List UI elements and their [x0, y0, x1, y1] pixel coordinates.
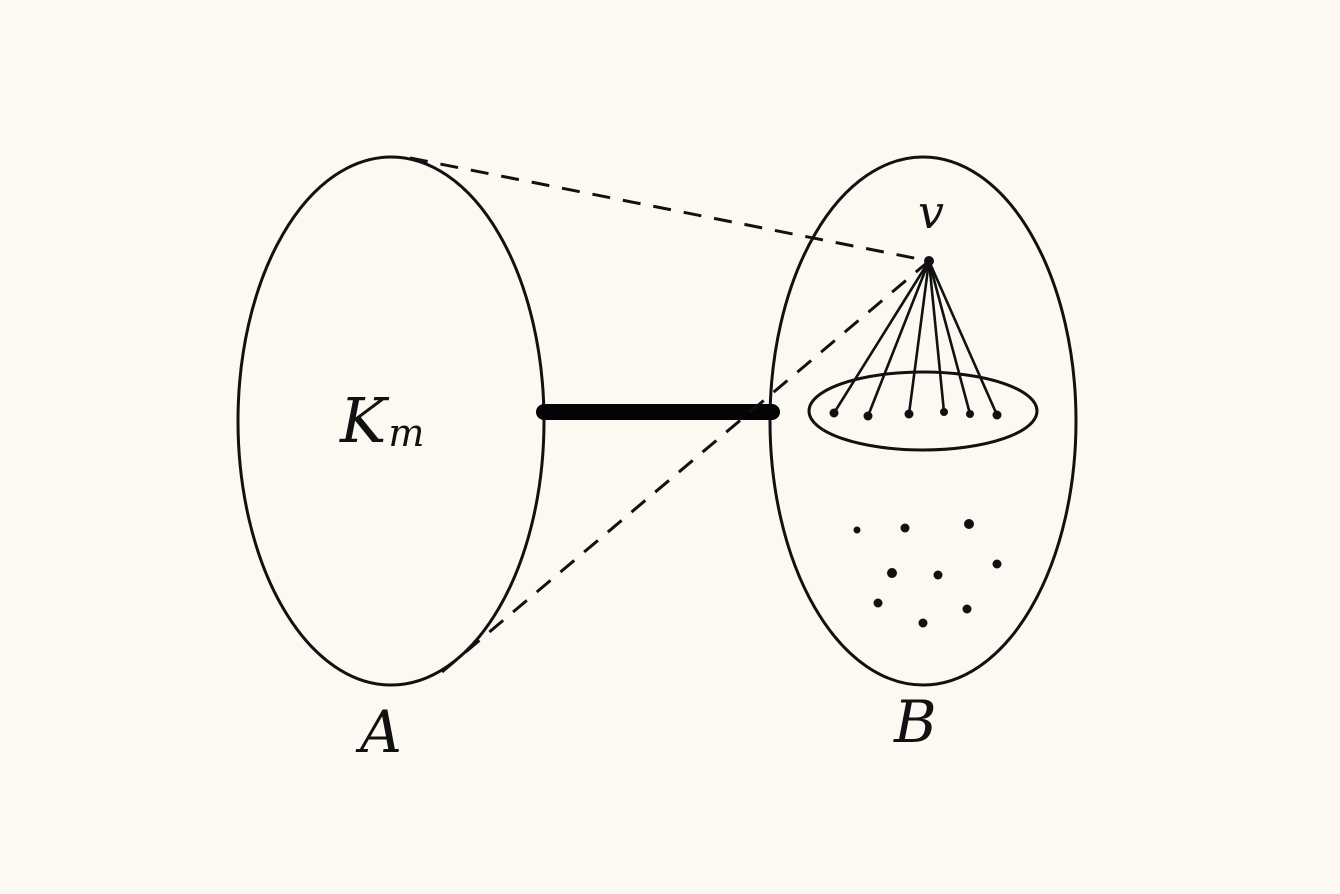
isolated-vertex [918, 618, 928, 628]
dashed-line-bottom [441, 259, 930, 674]
neighbor-edge [832, 259, 931, 415]
neighbor-vertex [829, 408, 839, 418]
isolated-vertex [964, 519, 974, 529]
isolated-vertex [992, 559, 1002, 569]
set-b-label: B [893, 688, 937, 756]
neighbor-edge [927, 259, 972, 416]
neighbor-edge [927, 259, 999, 417]
set-a-label: A [355, 698, 402, 766]
neighbor-edge [927, 259, 946, 414]
isolated-vertex [873, 598, 883, 608]
neighbor-vertex [992, 410, 1002, 420]
isolated-vertex [900, 523, 910, 533]
neighbor-vertex [904, 409, 914, 419]
complete-graph-subscript: m [388, 411, 424, 455]
isolated-vertex [962, 604, 972, 614]
neighbor-edge [907, 259, 931, 416]
neighbor-vertex [966, 410, 974, 418]
vertex-v-label: v [918, 185, 944, 239]
isolated-vertex [853, 526, 861, 534]
neighbor-vertex [863, 411, 873, 421]
neighborhood-ellipse [807, 370, 1039, 452]
set-a-ellipse [236, 155, 546, 687]
dashed-line-top [409, 156, 930, 263]
isolated-vertex [887, 568, 897, 578]
set-b-ellipse [768, 155, 1078, 687]
complete-graph-label: Km [339, 384, 424, 457]
isolated-vertex [933, 570, 943, 580]
neighbor-vertex [940, 408, 948, 416]
neighbor-edge [866, 259, 931, 418]
